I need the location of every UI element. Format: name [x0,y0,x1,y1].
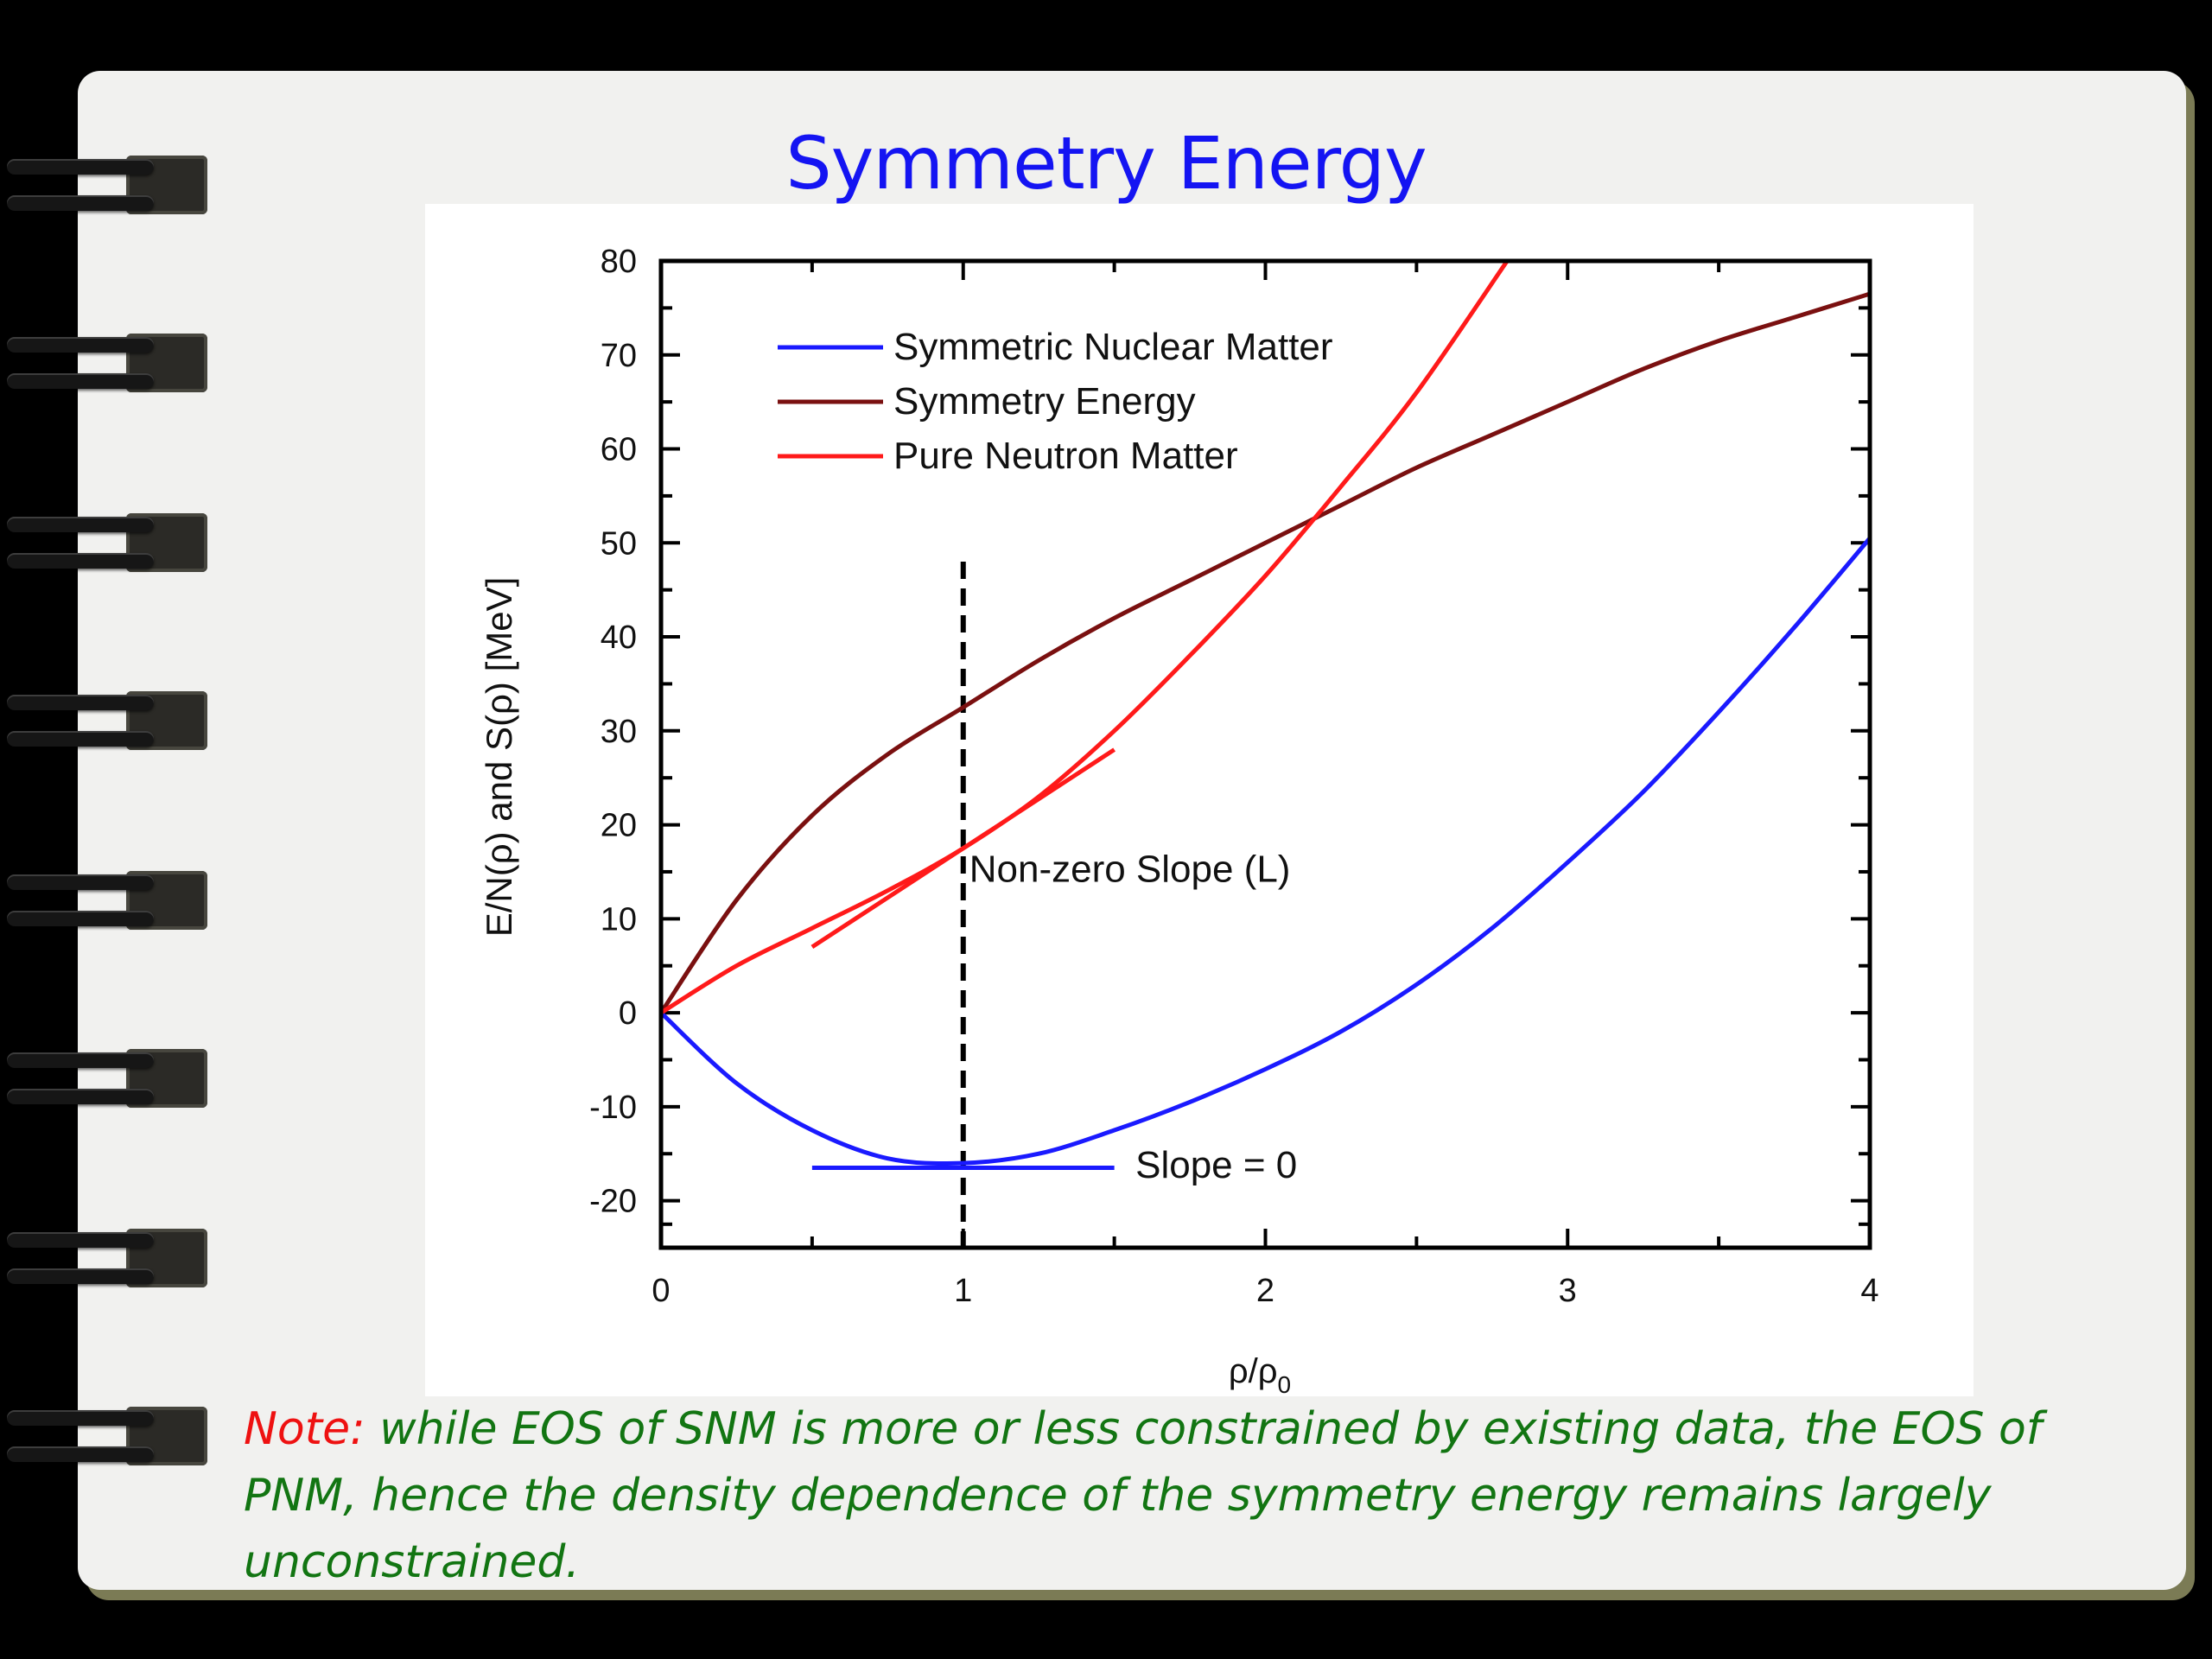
x-tick-label: 2 [1256,1273,1274,1309]
series-line [661,537,1870,1166]
y-tick-label: 70 [601,338,637,374]
x-tick-label: 3 [1559,1273,1577,1309]
slide-note: Note: while EOS of SNM is more or less c… [244,1396,2127,1596]
series-line [661,261,1510,1015]
plot-panel [425,204,1974,1396]
x-axis-label-subscript: 0 [1278,1371,1292,1398]
legend-label: Symmetric Nuclear Matter [893,326,1333,368]
y-tick-label: 60 [601,432,637,468]
y-tick-label: 30 [601,714,637,750]
y-tick-label: 80 [601,244,637,280]
binding-ring [7,327,207,404]
plot-frame [658,258,1872,1250]
slide-title: Symmetry Energy [785,121,1427,206]
y-tick-label: 0 [619,995,637,1032]
binding-ring [7,684,207,762]
y-tick-label: -10 [589,1090,637,1126]
binding-ring [7,149,207,226]
x-tick-label: 0 [652,1273,670,1309]
legend-label: Pure Neutron Matter [893,435,1238,477]
y-tick-label: -20 [589,1184,637,1220]
y-tick-label: 20 [601,808,637,844]
binding-ring [7,1400,207,1478]
spiral-binding [0,0,225,1659]
binding-ring [7,1042,207,1120]
note-text: while EOS of SNM is more or less constra… [244,1403,2043,1588]
y-tick-label: 10 [601,901,637,938]
annotation-label: Non-zero Slope (L) [969,849,1291,891]
binding-ring [7,506,207,584]
legend-label: Symmetry Energy [893,380,1196,423]
series-line [661,291,1870,1014]
binding-ring [7,1222,207,1300]
binding-ring [7,864,207,942]
x-tick-label: 4 [1860,1273,1878,1309]
annotation-label: Slope = 0 [1135,1144,1297,1186]
y-axis-label: E/N(ρ) and S(ρ) [MeV] [479,577,519,938]
note-label: Note: [244,1403,365,1455]
y-tick-label: 50 [601,525,637,562]
x-tick-label: 1 [954,1273,972,1309]
x-axis-label: ρ/ρ0 [1229,1352,1291,1398]
y-tick-label: 40 [601,620,637,656]
